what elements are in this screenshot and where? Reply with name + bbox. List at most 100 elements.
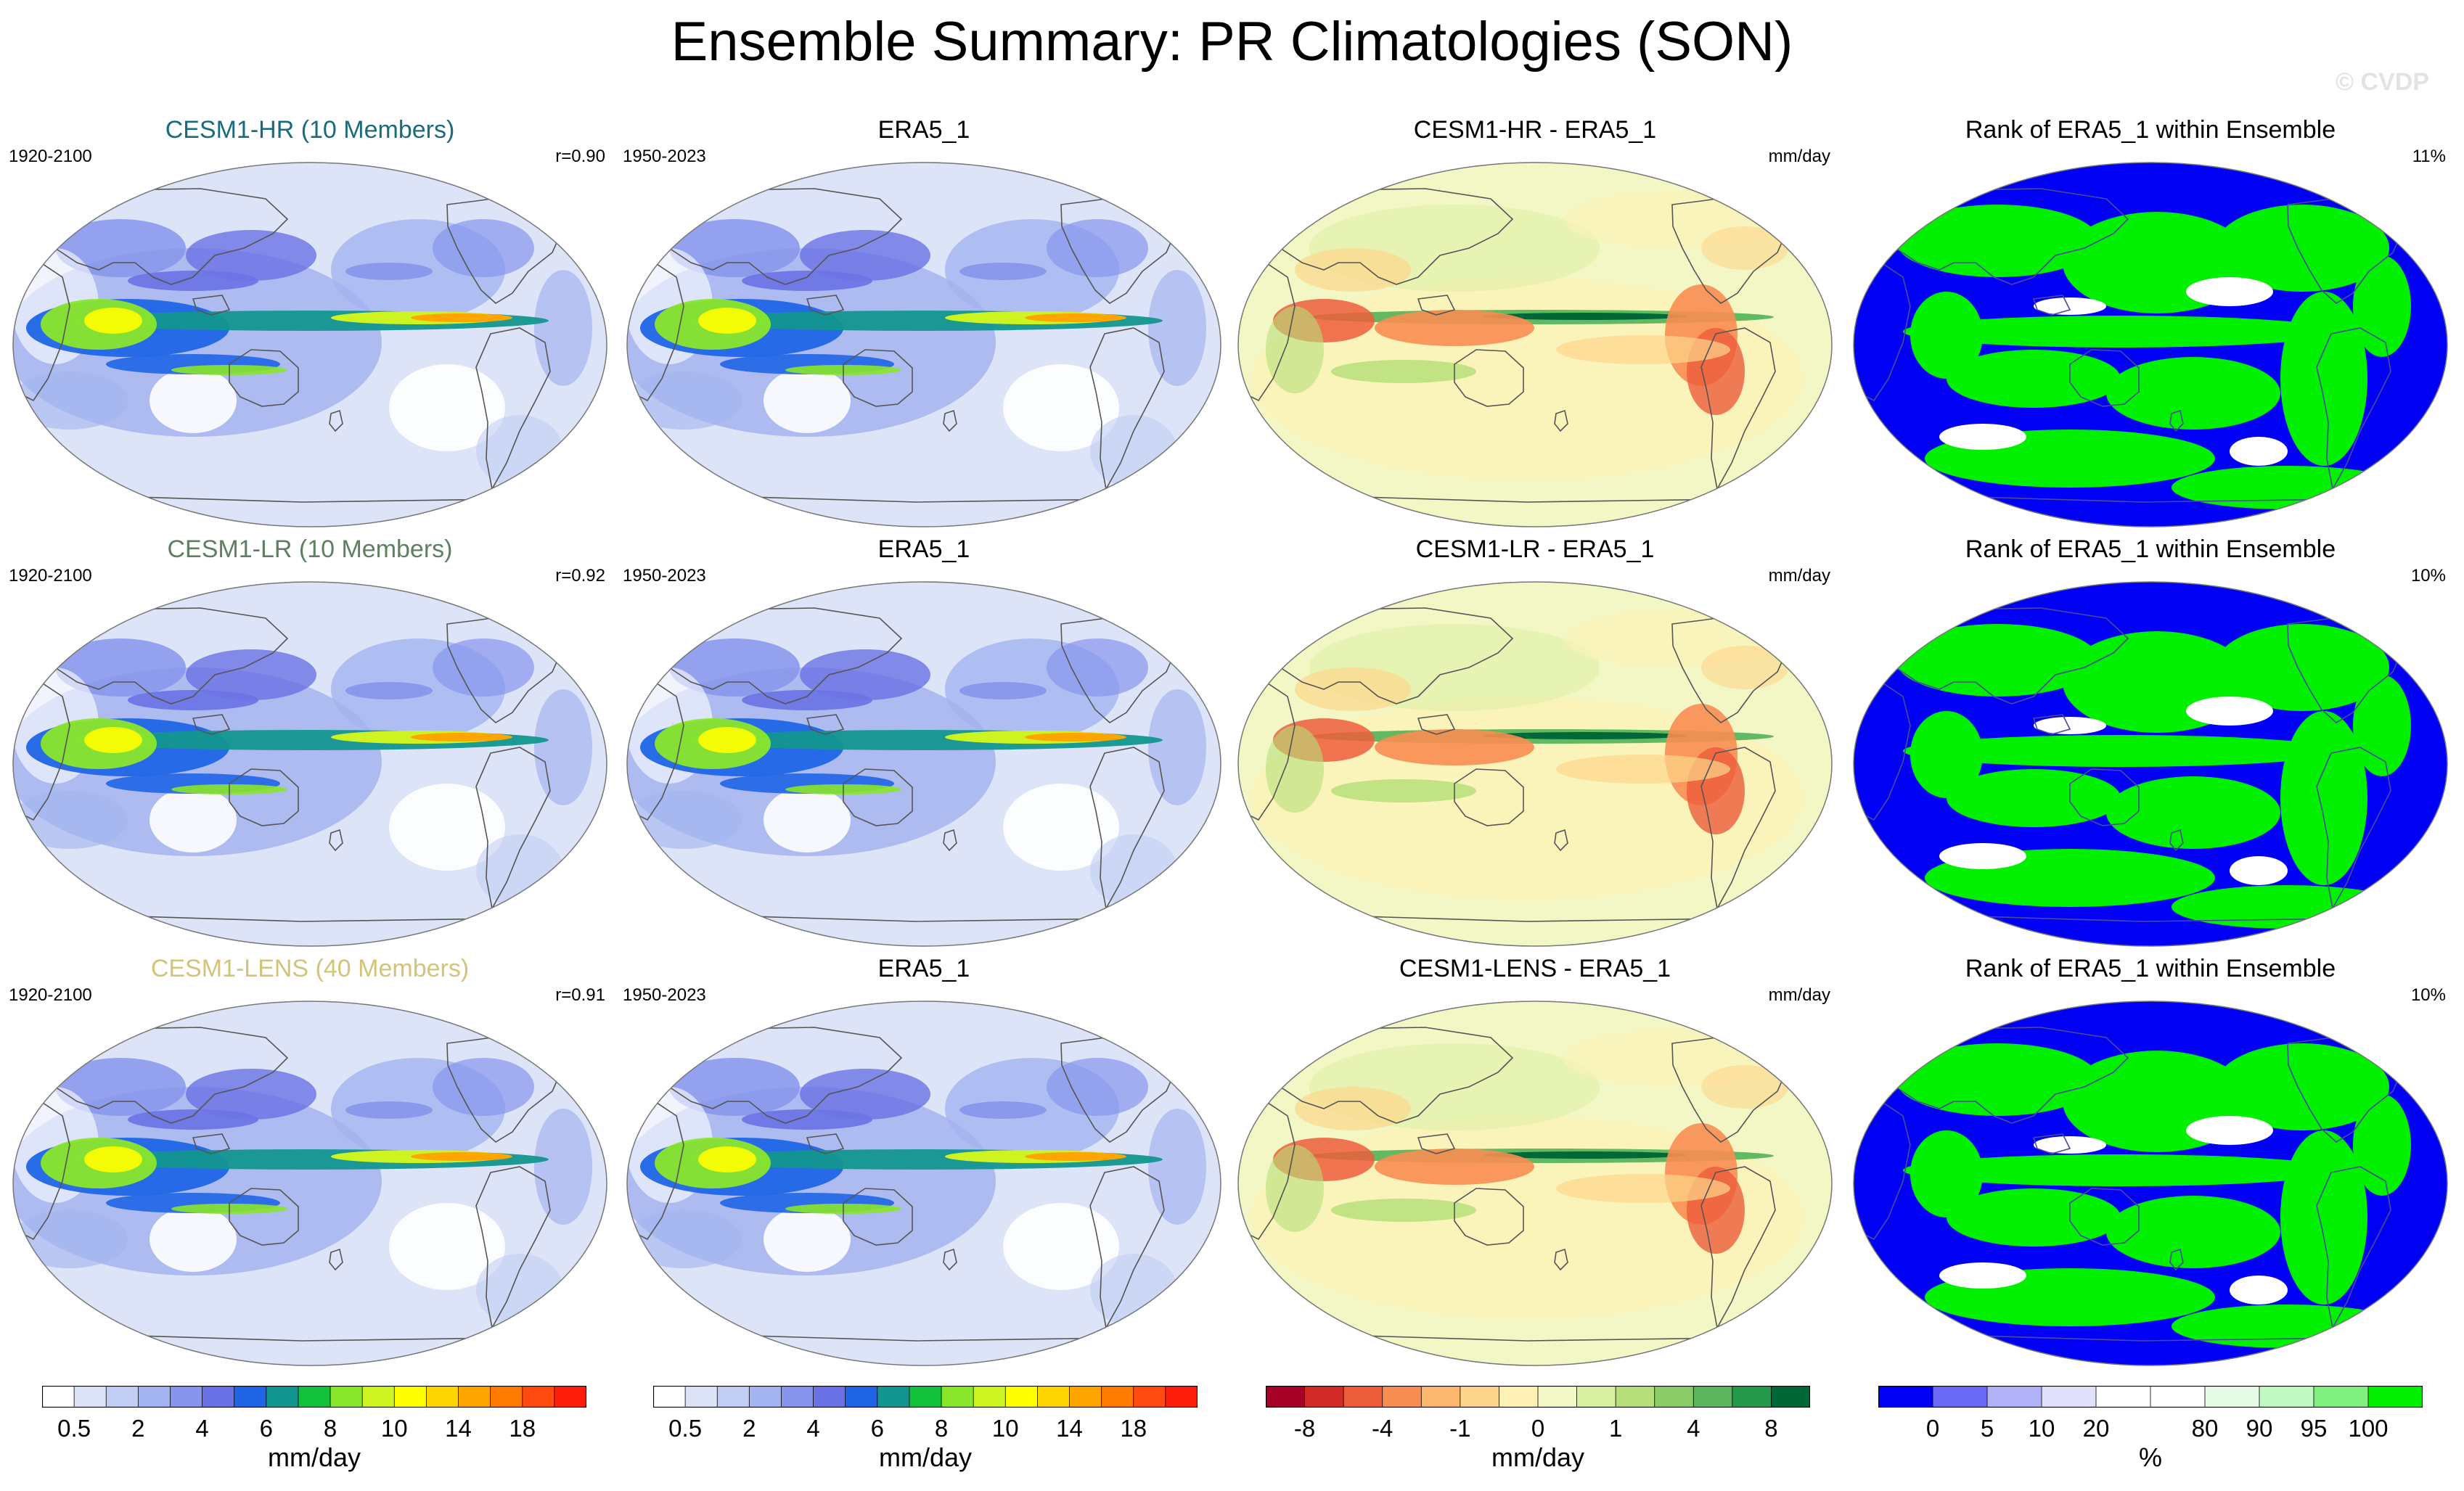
- coastline: [551, 1028, 593, 1060]
- field-contour: [186, 1069, 316, 1120]
- colorbar-swatch: [1693, 1385, 1733, 1408]
- coastline: [1165, 609, 1207, 641]
- field-contour: [1896, 1043, 2099, 1116]
- rank-percent: 10%: [2410, 985, 2446, 1005]
- colorbar-swatch: [1732, 1385, 1772, 1408]
- rank-map: [1853, 581, 2448, 947]
- colorbar-swatch: [2313, 1385, 2369, 1408]
- difference-map: [1237, 581, 1833, 947]
- field-contour: [1003, 1203, 1119, 1290]
- field-contour: [433, 1058, 534, 1116]
- field-contour: [2186, 277, 2273, 306]
- colorbar-swatch: [845, 1385, 878, 1408]
- field-contour: [2106, 776, 2280, 849]
- colorbar-swatch: [748, 1385, 782, 1408]
- colorbar-swatch: [554, 1385, 587, 1408]
- field-contour: [55, 638, 186, 697]
- colorbar-swatch: [361, 1385, 396, 1408]
- field-contour: [2280, 1130, 2367, 1305]
- field-contour: [2106, 357, 2280, 430]
- map-border: [12, 581, 607, 947]
- map-border: [12, 1001, 607, 1366]
- map-border: [12, 162, 607, 527]
- colorbar-swatch: [973, 1385, 1007, 1408]
- field-contour: [1025, 1152, 1126, 1161]
- field-contour: [742, 690, 872, 710]
- field-contour: [1556, 335, 1730, 364]
- coastline: [2169, 409, 2184, 432]
- colorbar-swatch: [909, 1385, 942, 1408]
- field-contour: [534, 1109, 592, 1225]
- field-contour: [389, 364, 505, 451]
- field-contour: [534, 270, 592, 386]
- colorbar-swatch: [1165, 1385, 1198, 1408]
- coastline: [647, 1027, 903, 1124]
- coastline: [2032, 1133, 2071, 1154]
- colorbar-tick-label: 0: [1925, 1415, 1940, 1442]
- field-contour: [2230, 437, 2288, 466]
- colorbar-tick-label: 6: [870, 1415, 884, 1442]
- rank-map: [1853, 1001, 2448, 1366]
- field-contour: [1025, 733, 1126, 742]
- field-contour: [186, 649, 316, 700]
- colorbar-swatch: [298, 1385, 331, 1408]
- field-contour: [1375, 1149, 1534, 1185]
- model-panel: CESM1-LENS (40 Members) 1920-2100 r=0.91: [9, 955, 611, 1368]
- field-contour: [764, 1207, 851, 1272]
- coastline: [1417, 1133, 1456, 1154]
- pattern-correlation: r=0.91: [555, 985, 605, 1005]
- field-contour: [1896, 205, 2099, 277]
- coastline: [475, 1166, 551, 1330]
- colorbar-swatch: [1420, 1385, 1461, 1408]
- colorbar-tick-label: 95: [2300, 1415, 2328, 1442]
- field-contour: [1295, 668, 1411, 711]
- coastline: [1700, 747, 1776, 911]
- precip-map: [626, 581, 1221, 947]
- precip-map: [12, 581, 607, 947]
- field-contour: [345, 1101, 433, 1119]
- coastline: [33, 1027, 289, 1124]
- colorbar-tick-label: -1: [1449, 1415, 1471, 1442]
- panel-title: ERA5_1: [877, 955, 970, 982]
- field-contour: [150, 1207, 237, 1272]
- map-border: [626, 1001, 1221, 1366]
- map-border: [1237, 1001, 1833, 1366]
- precip-map: [626, 162, 1221, 527]
- rank-percent: 10%: [2410, 566, 2446, 586]
- coastline: [329, 1248, 343, 1271]
- colorbar-swatch: [137, 1385, 171, 1408]
- field-contour: [534, 689, 592, 805]
- field-contour: [1375, 310, 1534, 346]
- diff-panel: CESM1-HR - ERA5_1 mm/day: [1234, 116, 1836, 530]
- colorbar-swatch: [1265, 1385, 1306, 1408]
- field-contour: [2230, 856, 2288, 885]
- colorbar-swatch: [813, 1385, 846, 1408]
- field-contour: [627, 371, 742, 430]
- coastline: [1454, 1188, 1524, 1246]
- colorbar-swatch: [2041, 1385, 2097, 1408]
- coastline: [1238, 681, 1296, 821]
- model-panel: CESM1-HR (10 Members) 1920-2100 r=0.90: [9, 116, 611, 530]
- field-contour: [1331, 360, 1476, 383]
- field-contour: [698, 727, 756, 753]
- colorbar-swatch: [1576, 1385, 1617, 1408]
- colorbar-tick-label: 6: [259, 1415, 273, 1442]
- field-contour: [1047, 219, 1148, 277]
- colorbar-tick-label: -8: [1293, 1415, 1316, 1442]
- coastline: [1854, 681, 1911, 821]
- field-contour: [2353, 675, 2411, 776]
- coastline: [1454, 349, 1524, 407]
- coastline: [2032, 295, 2071, 316]
- panel-title: ERA5_1: [877, 535, 970, 563]
- field-contour: [2186, 697, 2273, 726]
- colorbar-units: mm/day: [1491, 1442, 1585, 1472]
- colorbar-tick-label: 18: [1120, 1415, 1147, 1442]
- coastline: [2316, 747, 2391, 911]
- colorbar-swatches: [652, 1385, 1198, 1408]
- field-contour: [1025, 313, 1126, 322]
- coastline: [475, 327, 551, 491]
- coastline: [1089, 327, 1165, 491]
- colorbar-swatch: [2259, 1385, 2314, 1408]
- panel-title: ERA5_1: [877, 116, 970, 144]
- field-contour: [1903, 316, 2338, 348]
